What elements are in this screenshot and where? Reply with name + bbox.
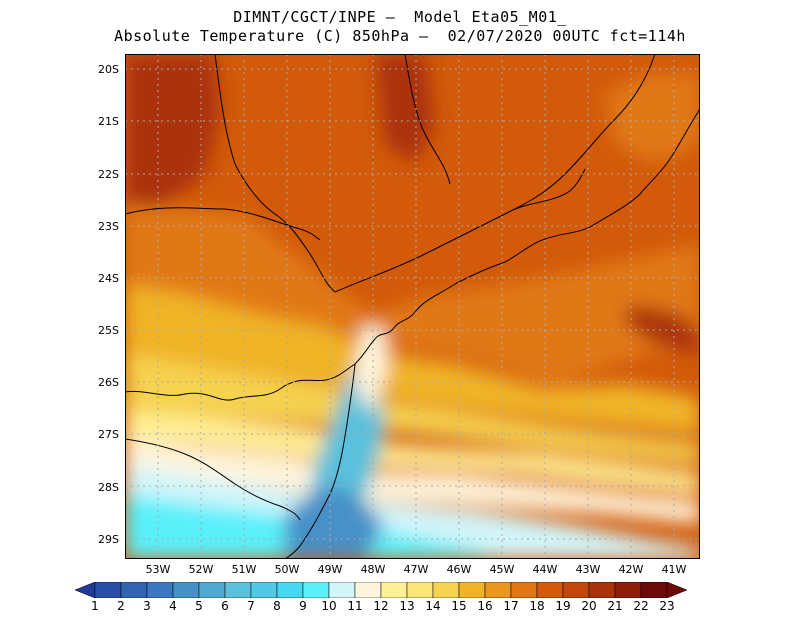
lon-label: 41W xyxy=(661,563,687,576)
colorbar-label: 12 xyxy=(373,599,389,613)
colorbar-label: 11 xyxy=(347,599,363,613)
colorbar-swatch xyxy=(640,582,668,598)
lat-label: 26S xyxy=(98,376,119,389)
colorbar-label: 20 xyxy=(581,599,597,613)
colorbar-swatch xyxy=(302,582,330,598)
colorbar-label: 6 xyxy=(221,599,229,613)
colorbar-label: 5 xyxy=(195,599,203,613)
temperature-map xyxy=(125,54,700,559)
lon-label: 47W xyxy=(403,563,429,576)
lat-label: 23S xyxy=(98,220,119,233)
colorbar-label: 18 xyxy=(529,599,545,613)
lat-label: 28S xyxy=(98,481,119,494)
colorbar-swatch xyxy=(120,582,148,598)
lon-label: 50W xyxy=(274,563,300,576)
colorbar-label: 17 xyxy=(503,599,519,613)
colorbar-swatch xyxy=(614,582,642,598)
colorbar-swatch xyxy=(94,582,122,598)
colorbar-label: 19 xyxy=(555,599,571,613)
lon-label: 52W xyxy=(188,563,214,576)
map-border xyxy=(125,54,700,559)
colorbar-swatch xyxy=(328,582,356,598)
lat-label: 20S xyxy=(98,63,119,76)
lon-label: 45W xyxy=(489,563,515,576)
map-title-line-2: Absolute Temperature (C) 850hPa – 02/07/… xyxy=(114,27,686,45)
colorbar-label: 22 xyxy=(633,599,649,613)
colorbar-swatch xyxy=(458,582,486,598)
colorbar-under-arrow xyxy=(75,582,96,598)
colorbar-swatch xyxy=(354,582,382,598)
lon-label: 49W xyxy=(317,563,343,576)
lon-label: 43W xyxy=(575,563,601,576)
colorbar-label: 14 xyxy=(425,599,441,613)
lon-label: 42W xyxy=(618,563,644,576)
colorbar-label: 9 xyxy=(299,599,307,613)
colorbar-over-arrow xyxy=(666,582,688,598)
colorbar-label: 13 xyxy=(399,599,415,613)
colorbar-label: 8 xyxy=(273,599,281,613)
colorbar-swatch xyxy=(536,582,564,598)
colorbar-swatch xyxy=(146,582,174,598)
lat-label: 25S xyxy=(98,324,119,337)
colorbar-swatch xyxy=(432,582,460,598)
colorbar-swatch xyxy=(562,582,590,598)
colorbar-label: 1 xyxy=(91,599,99,613)
colorbar-label: 3 xyxy=(143,599,151,613)
colorbar-label: 16 xyxy=(477,599,493,613)
colorbar-swatch xyxy=(406,582,434,598)
lon-label: 46W xyxy=(446,563,472,576)
lon-label: 53W xyxy=(145,563,171,576)
lat-label: 21S xyxy=(98,115,119,128)
colorbar-swatch xyxy=(224,582,252,598)
lat-label: 24S xyxy=(98,272,119,285)
colorbar-swatch xyxy=(172,582,200,598)
colorbar-label: 7 xyxy=(247,599,255,613)
colorbar-swatch xyxy=(250,582,278,598)
colorbar-swatch xyxy=(198,582,226,598)
colorbar-label: 10 xyxy=(321,599,337,613)
lon-label: 48W xyxy=(360,563,386,576)
colorbar-swatch xyxy=(484,582,512,598)
colorbar-swatch xyxy=(276,582,304,598)
colorbar-label: 4 xyxy=(169,599,177,613)
map-canvas xyxy=(125,54,700,559)
colorbar-swatch xyxy=(380,582,408,598)
colorbar-label: 21 xyxy=(607,599,623,613)
colorbar-label: 2 xyxy=(117,599,125,613)
lon-label: 51W xyxy=(231,563,257,576)
map-title-line-1: DIMNT/CGCT/INPE – Model Eta05_M01_ xyxy=(233,8,567,26)
colorbar-swatch xyxy=(510,582,538,598)
lat-label: 29S xyxy=(98,533,119,546)
temperature-colorbar xyxy=(75,582,688,598)
colorbar-swatch xyxy=(588,582,616,598)
colorbar-label: 15 xyxy=(451,599,467,613)
lat-label: 22S xyxy=(98,168,119,181)
lon-label: 44W xyxy=(532,563,558,576)
graticule xyxy=(125,54,700,559)
lat-label: 27S xyxy=(98,428,119,441)
colorbar-label: 23 xyxy=(659,599,675,613)
temperature-field xyxy=(125,54,700,559)
